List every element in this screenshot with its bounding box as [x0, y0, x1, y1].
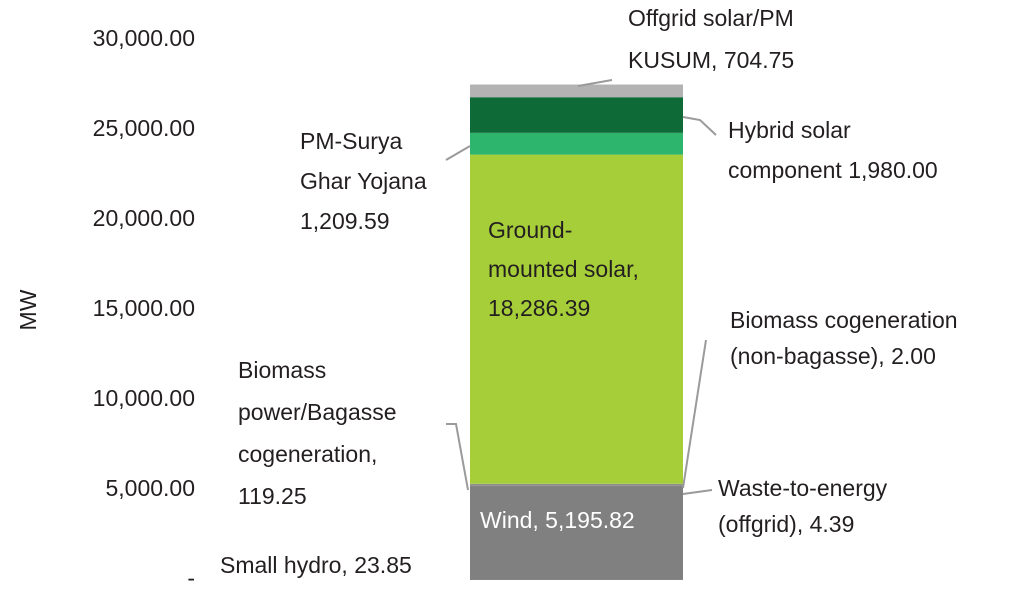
y-tick-label: 25,000.00 [93, 115, 195, 141]
bar-segment [470, 154, 683, 484]
data-label: (non-bagasse), 2.00 [730, 343, 936, 369]
leader-line [682, 116, 717, 136]
data-label: PM-Surya [300, 128, 402, 154]
data-label: 1,209.59 [300, 208, 390, 234]
data-label: Biomass cogeneration [730, 307, 958, 333]
y-tick-label: 5,000.00 [105, 475, 195, 501]
y-tick-label: 30,000.00 [93, 25, 195, 51]
bar-segment [470, 486, 683, 580]
data-label: Hybrid solar [728, 117, 851, 143]
y-tick-label: - [187, 565, 195, 591]
leader-line [577, 79, 613, 87]
data-label: Biomass [238, 357, 326, 383]
bar-segment [470, 97, 683, 133]
y-tick-label: 10,000.00 [93, 385, 195, 411]
data-label: KUSUM, 704.75 [628, 47, 794, 73]
bar-segment [470, 84, 683, 98]
leader-line [445, 145, 471, 161]
data-label: power/Bagasse [238, 399, 397, 425]
leader-line [446, 423, 469, 491]
data-label: Ghar Yojana [300, 168, 427, 194]
leader-line [682, 489, 713, 495]
data-label: cogeneration, [238, 441, 377, 467]
data-label: Small hydro, 23.85 [220, 552, 412, 578]
y-axis-label: MW [15, 289, 41, 330]
data-label: 119.25 [238, 483, 307, 509]
data-label: Ground- [488, 217, 572, 243]
data-label: mounted solar, [488, 256, 639, 282]
data-label: Offgrid solar/PM [628, 5, 794, 31]
data-label: Waste-to-energy [718, 475, 888, 501]
data-label: 18,286.39 [488, 295, 590, 321]
y-tick-label: 15,000.00 [93, 295, 195, 321]
data-label: Wind, 5,195.82 [480, 507, 635, 533]
bar-segment [470, 483, 683, 486]
y-tick-label: 20,000.00 [93, 205, 195, 231]
leader-line [682, 339, 707, 489]
data-label: component 1,980.00 [728, 157, 938, 183]
data-label: (offgrid), 4.39 [718, 511, 854, 537]
bar-segment [470, 132, 683, 155]
